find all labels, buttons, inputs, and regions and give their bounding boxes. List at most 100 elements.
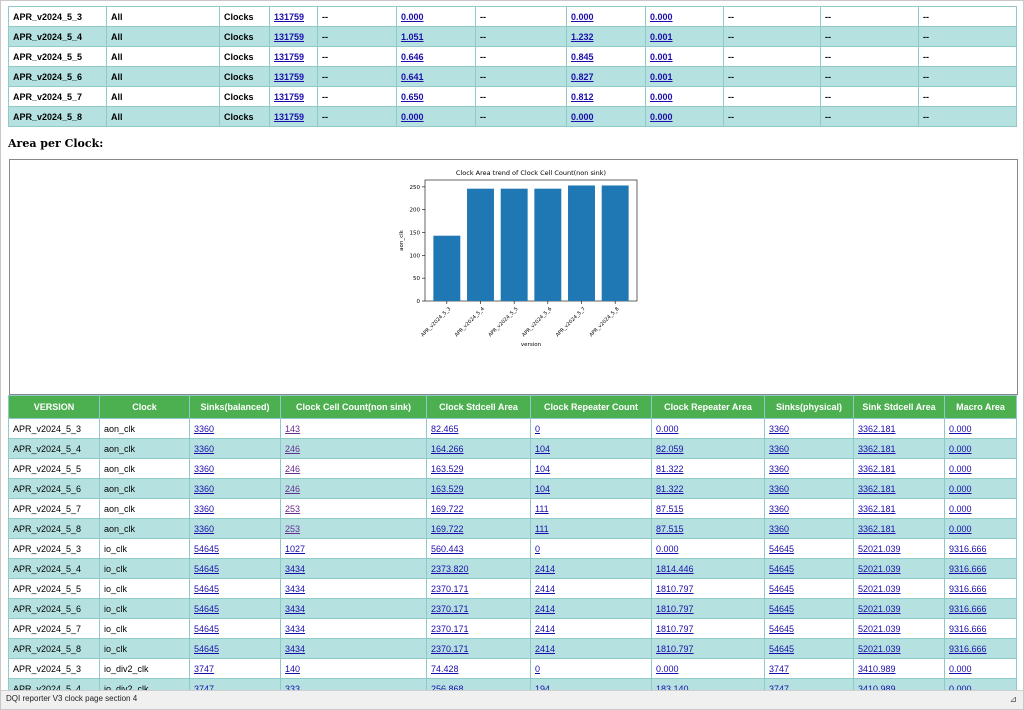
value-link[interactable]: 256.868 — [431, 683, 464, 694]
value-link[interactable]: 0.001 — [650, 31, 673, 42]
value-link[interactable]: 3747 — [194, 683, 215, 694]
value-link[interactable]: 3360 — [769, 523, 790, 534]
value-link[interactable]: 3410.989 — [858, 683, 896, 694]
column-header[interactable]: Sinks(balanced) — [189, 395, 281, 419]
value-link[interactable]: 54645 — [194, 623, 220, 634]
value-link[interactable]: 169.722 — [431, 503, 464, 514]
value-link[interactable]: 0.000 — [949, 423, 972, 434]
value-link[interactable]: 54645 — [769, 603, 795, 614]
value-link[interactable]: 54645 — [194, 563, 220, 574]
value-link[interactable]: 0.641 — [401, 71, 424, 82]
value-link[interactable]: 3434 — [285, 563, 306, 574]
value-link[interactable]: 131759 — [274, 31, 305, 42]
column-header[interactable]: Sinks(physical) — [764, 395, 854, 419]
value-link[interactable]: 131759 — [274, 71, 305, 82]
value-link[interactable]: 54645 — [769, 583, 795, 594]
value-link[interactable]: 0.000 — [949, 463, 972, 474]
value-link[interactable]: 0.000 — [949, 683, 972, 694]
value-link[interactable]: 54645 — [769, 543, 795, 554]
value-link[interactable]: 52021.039 — [858, 583, 901, 594]
value-link[interactable]: 183.140 — [656, 683, 689, 694]
resize-grip-icon[interactable]: ⊿ — [1009, 694, 1017, 704]
value-link[interactable]: 0 — [535, 543, 541, 554]
value-link[interactable]: 143 — [285, 423, 301, 434]
value-link[interactable]: 82.465 — [431, 423, 459, 434]
value-link[interactable]: 52021.039 — [858, 603, 901, 614]
value-link[interactable]: 0.000 — [949, 523, 972, 534]
value-link[interactable]: 0.650 — [401, 91, 424, 102]
value-link[interactable]: 131759 — [274, 111, 305, 122]
value-link[interactable]: 3362.181 — [858, 443, 896, 454]
value-link[interactable]: 54645 — [769, 623, 795, 634]
value-link[interactable]: 3360 — [194, 443, 215, 454]
value-link[interactable]: 52021.039 — [858, 563, 901, 574]
value-link[interactable]: 9316.666 — [949, 583, 987, 594]
value-link[interactable]: 3410.989 — [858, 663, 896, 674]
value-link[interactable]: 0.000 — [949, 443, 972, 454]
value-link[interactable]: 0.000 — [650, 111, 673, 122]
column-header[interactable]: Clock Repeater Count — [530, 395, 652, 419]
value-link[interactable]: 3362.181 — [858, 523, 896, 534]
column-header[interactable]: Macro Area — [944, 395, 1017, 419]
value-link[interactable]: 111 — [535, 523, 549, 534]
value-link[interactable]: 140 — [285, 663, 301, 674]
value-link[interactable]: 9316.666 — [949, 603, 987, 614]
value-link[interactable]: 2414 — [535, 623, 556, 634]
value-link[interactable]: 0.000 — [949, 483, 972, 494]
value-link[interactable]: 52021.039 — [858, 543, 901, 554]
column-header[interactable]: Sink Stdcell Area — [853, 395, 945, 419]
column-header[interactable]: Clock Repeater Area — [651, 395, 765, 419]
value-link[interactable]: 3434 — [285, 603, 306, 614]
value-link[interactable]: 2414 — [535, 583, 556, 594]
value-link[interactable]: 0.000 — [656, 543, 679, 554]
value-link[interactable]: 0.000 — [571, 11, 594, 22]
value-link[interactable]: 169.722 — [431, 523, 464, 534]
value-link[interactable]: 0.001 — [650, 51, 673, 62]
value-link[interactable]: 0 — [535, 423, 541, 434]
value-link[interactable]: 246 — [285, 443, 301, 454]
value-link[interactable]: 9316.666 — [949, 543, 987, 554]
column-header[interactable]: VERSION — [8, 395, 100, 419]
value-link[interactable]: 3360 — [194, 463, 215, 474]
value-link[interactable]: 2373.820 — [431, 563, 469, 574]
value-link[interactable]: 9316.666 — [949, 623, 987, 634]
value-link[interactable]: 246 — [285, 463, 301, 474]
value-link[interactable]: 3362.181 — [858, 423, 896, 434]
column-header[interactable]: Clock — [99, 395, 190, 419]
value-link[interactable]: 52021.039 — [858, 643, 901, 654]
value-link[interactable]: 333 — [285, 683, 301, 694]
value-link[interactable]: 3362.181 — [858, 463, 896, 474]
value-link[interactable]: 1810.797 — [656, 643, 694, 654]
value-link[interactable]: 0.000 — [401, 11, 424, 22]
value-link[interactable]: 1027 — [285, 543, 306, 554]
value-link[interactable]: 2414 — [535, 563, 556, 574]
value-link[interactable]: 3434 — [285, 623, 306, 634]
value-link[interactable]: 0.000 — [949, 503, 972, 514]
value-link[interactable]: 0.827 — [571, 71, 594, 82]
column-header[interactable]: Clock Stdcell Area — [426, 395, 531, 419]
value-link[interactable]: 1.051 — [401, 31, 424, 42]
value-link[interactable]: 3360 — [769, 483, 790, 494]
value-link[interactable]: 9316.666 — [949, 563, 987, 574]
value-link[interactable]: 52021.039 — [858, 623, 901, 634]
value-link[interactable]: 0.001 — [650, 71, 673, 82]
value-link[interactable]: 87.515 — [656, 523, 684, 534]
value-link[interactable]: 81.322 — [656, 483, 684, 494]
value-link[interactable]: 3360 — [769, 503, 790, 514]
value-link[interactable]: 253 — [285, 503, 301, 514]
value-link[interactable]: 194 — [535, 683, 551, 694]
value-link[interactable]: 3360 — [769, 423, 790, 434]
value-link[interactable]: 163.529 — [431, 483, 464, 494]
value-link[interactable]: 0.000 — [401, 111, 424, 122]
value-link[interactable]: 163.529 — [431, 463, 464, 474]
value-link[interactable]: 3362.181 — [858, 503, 896, 514]
value-link[interactable]: 1810.797 — [656, 623, 694, 634]
value-link[interactable]: 104 — [535, 483, 551, 494]
value-link[interactable]: 560.443 — [431, 543, 464, 554]
value-link[interactable]: 1810.797 — [656, 603, 694, 614]
value-link[interactable]: 2370.171 — [431, 643, 469, 654]
value-link[interactable]: 0.000 — [949, 663, 972, 674]
value-link[interactable]: 131759 — [274, 11, 305, 22]
value-link[interactable]: 74.428 — [431, 663, 459, 674]
value-link[interactable]: 0.000 — [571, 111, 594, 122]
